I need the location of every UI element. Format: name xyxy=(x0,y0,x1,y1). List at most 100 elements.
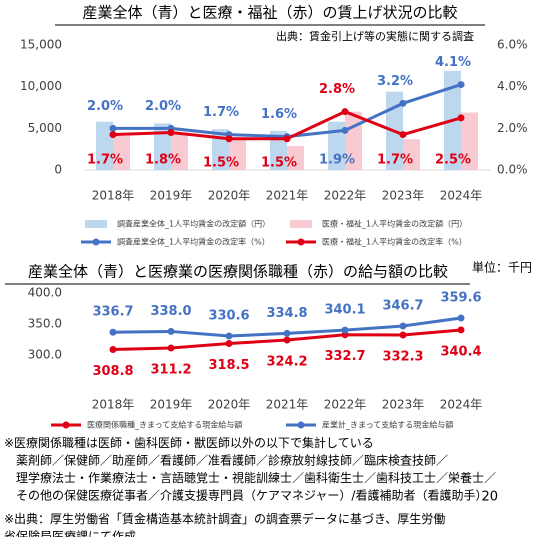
marker xyxy=(109,124,117,132)
note-line: その他の保健医療従事者／介護支援専門員（ケアマネジャー）/看護補助者（看護助手） xyxy=(16,488,487,503)
marker xyxy=(399,322,407,330)
x-tick-label: 2018年 xyxy=(92,398,135,412)
legend-label: 産業計_きまって支給する現金給与額 xyxy=(322,420,453,430)
data-label: 308.8 xyxy=(92,364,133,379)
chart-source: 出典：賃金引上げ等の実態に関する調査 xyxy=(276,29,474,43)
data-label: 359.6 xyxy=(440,291,481,306)
data-label: 3.2% xyxy=(377,74,413,89)
chart-title: 産業全体（青）と医療・福祉（赤）の賃上げ状況の比較 xyxy=(82,4,457,22)
data-label: 1.5% xyxy=(261,155,297,170)
note-line: 薬剤師／保健師／助産師／看護師／准看護師／診療放射線技師／臨床検査技師／ xyxy=(16,453,448,468)
legend-swatch xyxy=(297,421,305,429)
data-label: 340.4 xyxy=(440,344,481,359)
data-label: 324.2 xyxy=(266,354,307,369)
y-tick-label: 15,000 xyxy=(20,38,62,52)
marker xyxy=(109,328,117,336)
marker xyxy=(399,99,407,107)
note-line: 省保険局医療課にて作成 xyxy=(4,529,136,537)
notes: ※医療関係職種は医師・歯科医師・獣医師以外の以下で集計している薬剤師／保健師／助… xyxy=(4,435,496,537)
marker xyxy=(283,329,291,337)
marker xyxy=(341,126,349,134)
data-label: 2.0% xyxy=(87,99,123,114)
x-tick-label: 2024年 xyxy=(440,189,483,203)
data-label: 318.5 xyxy=(208,358,249,373)
chart-title: 産業全体（青）と医療業の医療関係職種（赤）の給与額の比較 xyxy=(28,263,448,281)
x-tick-label: 2023年 xyxy=(382,398,425,412)
marker xyxy=(225,332,233,340)
y2-tick-label: 0.0% xyxy=(497,163,528,177)
unit-label: 単位：千円 xyxy=(472,260,532,275)
bar xyxy=(461,112,478,170)
data-label: 330.6 xyxy=(208,309,249,324)
data-label: 4.1% xyxy=(435,55,471,70)
marker xyxy=(399,331,407,339)
x-tick-label: 2022年 xyxy=(324,189,367,203)
marker xyxy=(109,346,117,354)
y2-tick-label: 2.0% xyxy=(497,121,528,135)
marker xyxy=(225,135,233,143)
bar xyxy=(287,145,304,170)
marker xyxy=(167,344,175,352)
marker xyxy=(457,314,465,322)
y-tick-label: 300.0 xyxy=(28,348,62,362)
marker xyxy=(283,336,291,344)
marker xyxy=(167,129,175,136)
legend-label: 調査産業全体_1人平均賃金の改定率（%） xyxy=(117,237,270,247)
data-label: 1.7% xyxy=(377,153,413,168)
data-label: 336.7 xyxy=(92,305,133,320)
bar xyxy=(270,130,287,170)
data-label: 332.3 xyxy=(382,349,423,364)
bar xyxy=(328,121,345,170)
legend-swatch xyxy=(62,421,70,429)
bar xyxy=(113,135,130,170)
legend-label: 調査産業全体_1人平均賃金の改定額（円） xyxy=(117,219,270,229)
data-label: 311.2 xyxy=(150,363,191,378)
data-label: 340.1 xyxy=(324,303,365,318)
note-line: ※出典：厚生労働省「賃金構造基本統計調査」の調査票データに基づき、厚生労働 xyxy=(4,511,445,526)
data-label: 1.7% xyxy=(87,153,123,168)
x-tick-label: 2021年 xyxy=(266,189,309,203)
marker xyxy=(457,326,465,334)
marker xyxy=(225,340,233,348)
note-line: 理学療法士・作業療法士・言語聴覚士・視能訓練士／歯科衛生士／歯科技工士／栄養士／ xyxy=(16,470,496,485)
legend-swatch xyxy=(290,220,312,228)
page-number: 20 xyxy=(481,490,498,505)
y-tick-label: 10,000 xyxy=(20,79,62,93)
data-label: 334.8 xyxy=(266,306,307,321)
marker xyxy=(109,131,117,139)
marker xyxy=(457,114,465,122)
x-tick-label: 2023年 xyxy=(382,189,425,203)
legend-swatch xyxy=(92,238,100,246)
marker xyxy=(283,135,291,143)
data-label: 1.5% xyxy=(203,155,239,170)
x-tick-label: 2021年 xyxy=(266,398,309,412)
data-label: 1.9% xyxy=(319,153,355,168)
bar xyxy=(171,134,188,170)
legend-label: 医療関係職種_きまって支給する現金給与額 xyxy=(87,420,242,430)
bar xyxy=(403,139,420,170)
marker xyxy=(457,81,465,89)
x-tick-label: 2019年 xyxy=(150,398,193,412)
marker xyxy=(167,327,175,335)
bar xyxy=(154,123,171,170)
marker xyxy=(341,108,349,116)
x-tick-label: 2018年 xyxy=(92,189,135,203)
data-label: 332.7 xyxy=(324,349,365,364)
data-label: 338.0 xyxy=(150,304,191,319)
legend-swatch xyxy=(297,238,305,246)
marker xyxy=(341,326,349,334)
y-tick-label: 350.0 xyxy=(28,317,62,331)
data-label: 2.8% xyxy=(319,82,355,97)
y2-tick-label: 4.0% xyxy=(497,79,528,93)
bar xyxy=(96,121,113,170)
bar xyxy=(229,140,246,170)
legend-swatch xyxy=(85,220,107,228)
y-tick-label: 5,000 xyxy=(28,121,62,135)
y2-tick-label: 6.0% xyxy=(497,38,528,52)
legend-label: 医療・福祉_1人平均賃金の改定率（%） xyxy=(322,237,467,247)
x-tick-label: 2020年 xyxy=(208,398,251,412)
data-label: 1.6% xyxy=(261,107,297,122)
y-tick-label: 0 xyxy=(54,163,62,177)
data-label: 1.8% xyxy=(145,153,181,168)
